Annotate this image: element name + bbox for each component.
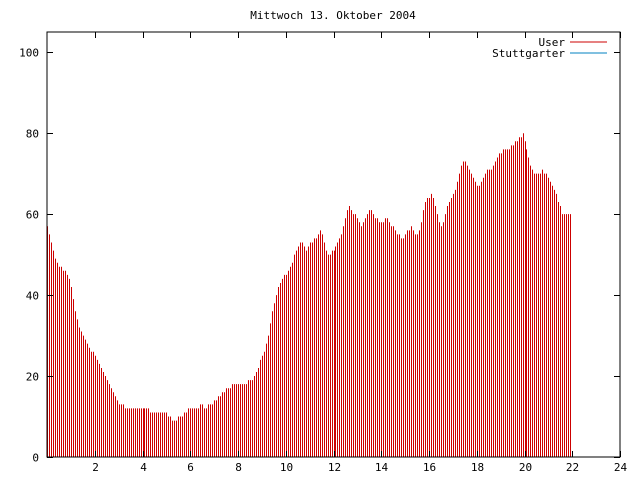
x-tick-label: 12 (328, 461, 341, 474)
y-tick-label: 100 (19, 47, 39, 60)
legend-label-stuttgarter: Stuttgarter (492, 47, 565, 60)
x-tick-label: 24 (614, 461, 628, 474)
x-tick-label: 10 (280, 461, 293, 474)
x-axis: 2 4 6 8 10 12 14 16 18 20 22 24 (92, 32, 627, 474)
x-tick-label: 14 (375, 461, 389, 474)
y-tick-label: 0 (32, 452, 39, 465)
y-tick-label: 40 (26, 290, 39, 303)
legend-label-user: User (539, 36, 566, 49)
x-tick-label: 16 (423, 461, 436, 474)
y-axis: 0 20 40 60 80 100 (19, 47, 620, 465)
x-tick-label: 8 (235, 461, 242, 474)
x-tick-label: 18 (471, 461, 484, 474)
legend: User Stuttgarter (492, 36, 607, 60)
bars-group (47, 133, 571, 457)
chart-title: Mittwoch 13. Oktober 2004 (250, 9, 416, 22)
plot-frame (46, 31, 621, 458)
y-tick-label: 60 (26, 209, 39, 222)
x-tick-label: 2 (92, 461, 99, 474)
y-tick-label: 20 (26, 371, 39, 384)
x-tick-label: 20 (519, 461, 532, 474)
x-tick-label: 4 (140, 461, 147, 474)
x-tick-label: 6 (187, 461, 194, 474)
x-tick-label: 22 (566, 461, 579, 474)
y-tick-label: 80 (26, 128, 39, 141)
